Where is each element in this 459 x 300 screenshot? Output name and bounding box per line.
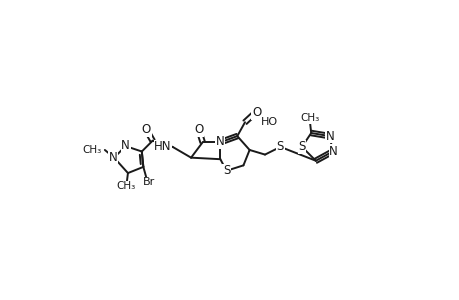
Text: N: N — [325, 130, 334, 142]
Text: N: N — [216, 135, 224, 148]
Text: O: O — [252, 106, 261, 119]
Text: N: N — [109, 151, 118, 164]
Text: CH₃: CH₃ — [117, 181, 136, 191]
Text: CH₃: CH₃ — [299, 113, 319, 123]
Text: O: O — [141, 123, 151, 136]
Text: N: N — [121, 139, 130, 152]
Text: N: N — [329, 145, 337, 158]
Text: Br: Br — [142, 177, 155, 187]
Text: O: O — [194, 123, 203, 136]
Text: CH₃: CH₃ — [82, 145, 101, 155]
Text: HN: HN — [154, 140, 172, 153]
Text: S: S — [276, 140, 284, 153]
Text: S: S — [222, 164, 230, 177]
Text: HO: HO — [260, 117, 277, 127]
Text: S: S — [297, 140, 305, 153]
